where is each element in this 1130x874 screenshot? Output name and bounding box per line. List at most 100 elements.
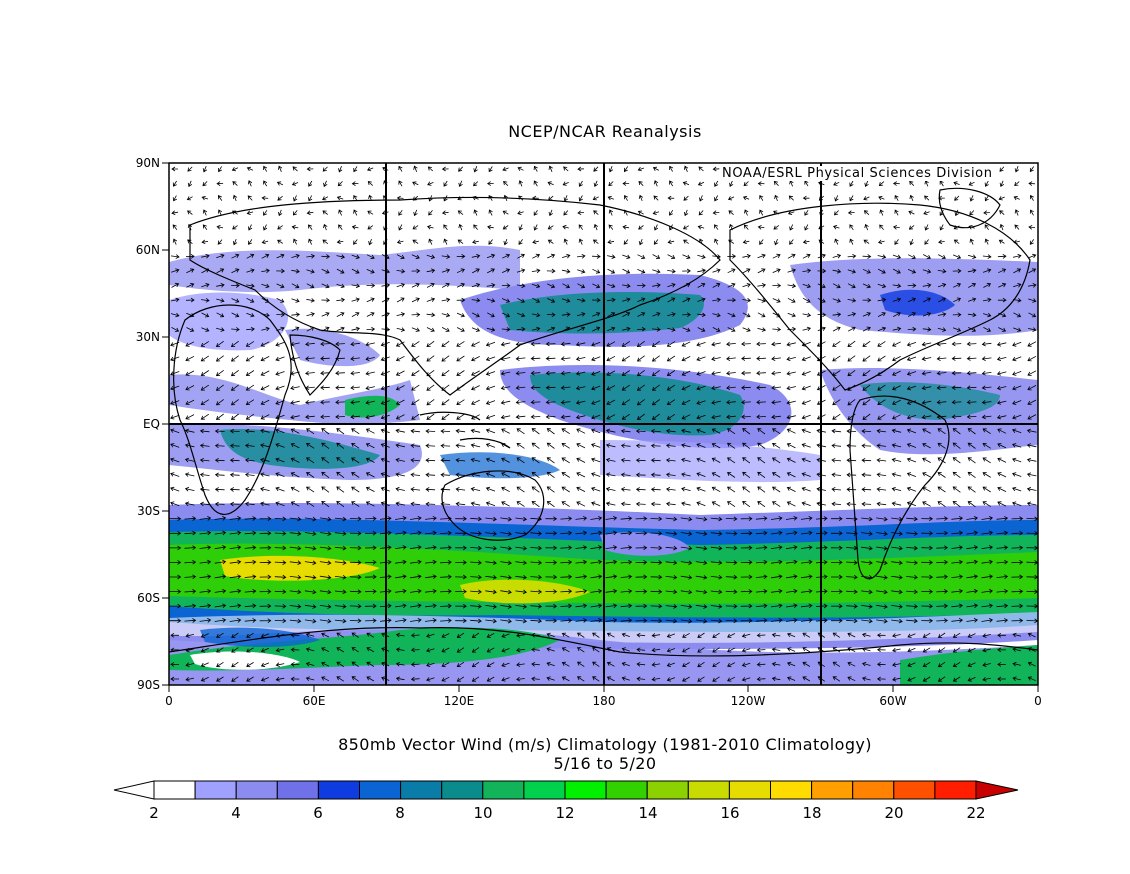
wind-vector bbox=[997, 428, 1007, 434]
wind-vector bbox=[172, 224, 178, 230]
wind-vector bbox=[711, 414, 721, 420]
wind-vector bbox=[500, 589, 512, 595]
wind-vector bbox=[562, 326, 571, 332]
wind-vector bbox=[398, 209, 403, 216]
wind-vector bbox=[937, 327, 947, 332]
wind-vector bbox=[712, 297, 721, 303]
wind-vector bbox=[185, 633, 194, 638]
wind-vector bbox=[1029, 194, 1034, 201]
wind-vector bbox=[937, 268, 947, 274]
wind-vector bbox=[771, 341, 781, 347]
wind-vector bbox=[891, 472, 902, 477]
wind-vector bbox=[712, 632, 720, 638]
wind-vector bbox=[501, 283, 511, 288]
wind-vector bbox=[199, 443, 210, 449]
wind-vector bbox=[547, 326, 556, 332]
wind-vector bbox=[740, 516, 753, 522]
wind-vector bbox=[246, 253, 255, 259]
wind-vector bbox=[170, 472, 180, 477]
wind-vector bbox=[517, 210, 524, 215]
wind-vector bbox=[561, 661, 570, 667]
wind-vector bbox=[306, 210, 314, 216]
wind-vector bbox=[669, 224, 674, 231]
wind-vector bbox=[666, 662, 676, 668]
wind-vector bbox=[891, 560, 903, 566]
wind-vector bbox=[697, 181, 705, 186]
wind-vector bbox=[742, 327, 751, 332]
wind-vector bbox=[981, 559, 993, 565]
wind-vector bbox=[455, 501, 466, 507]
wind-vector bbox=[757, 486, 766, 493]
wind-vector bbox=[967, 297, 977, 302]
wind-vector bbox=[952, 500, 961, 508]
wind-vector bbox=[741, 677, 751, 682]
lat-label: EQ bbox=[143, 417, 160, 431]
wind-vector bbox=[726, 356, 736, 361]
wind-vector bbox=[952, 661, 961, 668]
wind-vector bbox=[199, 472, 210, 478]
wind-vector bbox=[861, 604, 873, 609]
wind-vector bbox=[800, 559, 813, 565]
wind-vector bbox=[500, 341, 511, 347]
wind-vector bbox=[321, 442, 330, 449]
wind-vector bbox=[771, 647, 781, 652]
wind-vector bbox=[669, 165, 674, 172]
wind-vector bbox=[410, 588, 422, 594]
wind-vector bbox=[323, 180, 328, 188]
wind-vector bbox=[455, 530, 467, 536]
wind-vector bbox=[771, 443, 781, 449]
wind-vector bbox=[786, 457, 796, 463]
wind-vector bbox=[831, 457, 842, 463]
wind-vector bbox=[263, 224, 268, 231]
wind-vector bbox=[862, 326, 871, 332]
wind-vector bbox=[440, 530, 452, 536]
wind-vector bbox=[530, 604, 543, 609]
wind-vector bbox=[187, 166, 193, 172]
wind-vector bbox=[861, 618, 873, 624]
wind-vector bbox=[608, 181, 614, 187]
wind-vector bbox=[455, 457, 466, 463]
wind-vector bbox=[426, 399, 435, 406]
wind-vector bbox=[260, 501, 270, 507]
wind-vector bbox=[982, 662, 991, 667]
wind-vector bbox=[517, 166, 524, 172]
wind-vector bbox=[621, 370, 631, 376]
colorbar-label: 16 bbox=[720, 804, 739, 822]
wind-vector bbox=[576, 661, 585, 667]
wind-vector bbox=[368, 194, 373, 202]
wind-vector bbox=[319, 545, 332, 551]
wind-vector bbox=[1012, 472, 1022, 477]
wind-vector bbox=[275, 385, 285, 391]
wind-vector bbox=[921, 341, 932, 347]
wind-vector bbox=[410, 618, 422, 623]
wind-vector bbox=[936, 414, 947, 420]
wind-vector bbox=[336, 195, 344, 201]
wind-vector bbox=[365, 356, 375, 362]
wind-vector bbox=[426, 369, 435, 377]
wind-vector bbox=[246, 632, 254, 638]
wind-vector bbox=[1027, 385, 1037, 391]
wind-vector bbox=[877, 399, 886, 405]
wind-vector bbox=[742, 253, 751, 259]
wind-vector bbox=[501, 677, 510, 682]
wind-vector bbox=[486, 253, 496, 259]
wind-vector bbox=[470, 604, 482, 609]
wind-vector bbox=[246, 297, 255, 303]
wind-vector bbox=[322, 166, 328, 172]
wind-vector bbox=[847, 283, 856, 289]
wind-vector bbox=[334, 574, 347, 580]
wind-vector bbox=[244, 501, 255, 507]
wind-vector bbox=[545, 385, 556, 391]
colorbar-label: 4 bbox=[231, 804, 241, 822]
wind-vector bbox=[336, 486, 345, 493]
wind-vector bbox=[547, 283, 556, 289]
wind-vector bbox=[533, 224, 538, 231]
wind-vector bbox=[771, 370, 781, 376]
wind-vector bbox=[531, 442, 540, 449]
wind-vector bbox=[981, 545, 993, 550]
wind-vector bbox=[427, 181, 434, 186]
wind-vector bbox=[323, 223, 328, 231]
colorbar-swatch bbox=[276, 780, 319, 800]
wind-vector bbox=[440, 545, 452, 551]
wind-vector bbox=[532, 253, 541, 259]
